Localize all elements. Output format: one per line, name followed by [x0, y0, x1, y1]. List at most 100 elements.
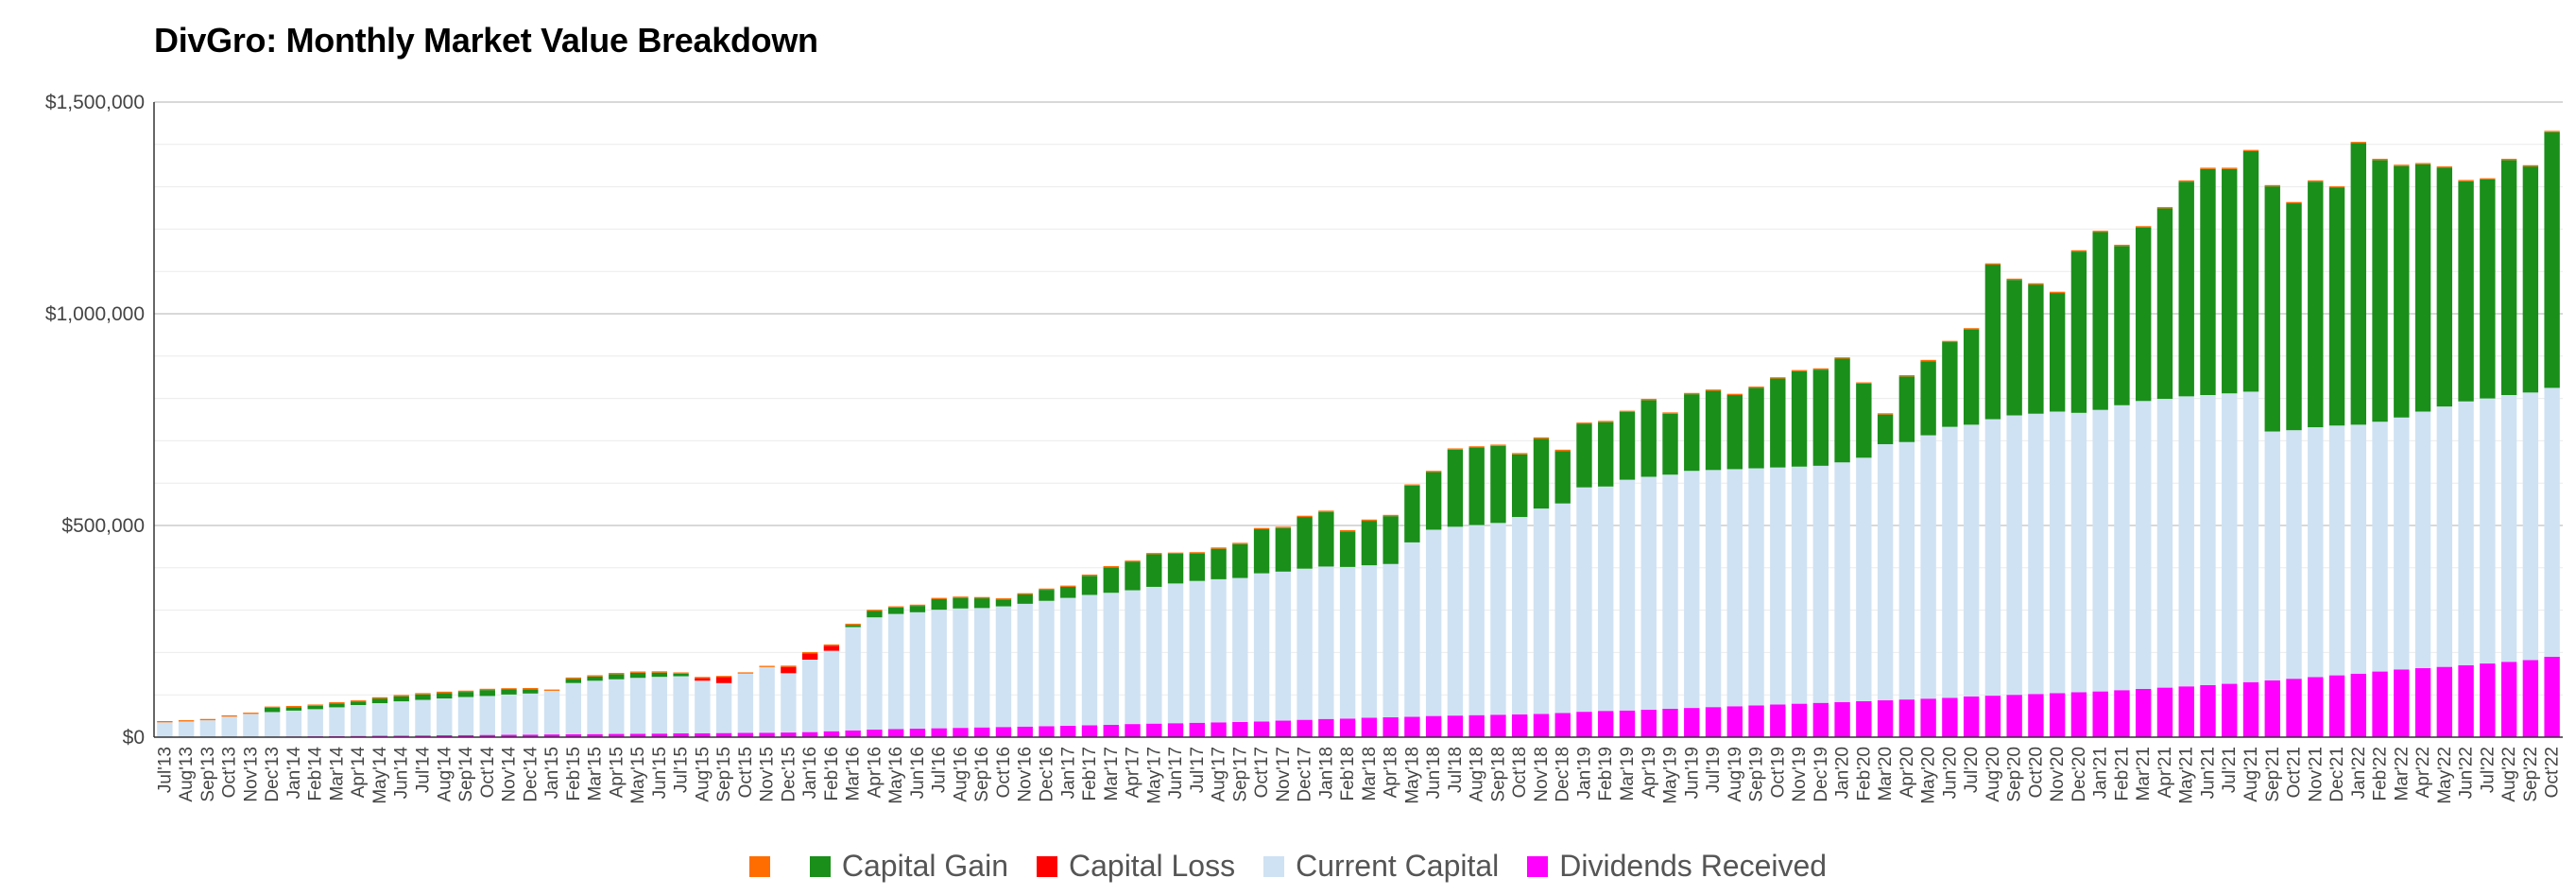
bar-segment-dividends-received[interactable]: [781, 732, 797, 737]
bar-segment-orange-series[interactable]: [1533, 437, 1550, 439]
bar-segment-dividends-received[interactable]: [801, 731, 818, 737]
bar-segment-current-capital[interactable]: [1060, 597, 1076, 726]
bar-segment-current-capital[interactable]: [157, 722, 173, 737]
bar-segment-capital-gain[interactable]: [1963, 329, 1980, 425]
bar-segment-dividends-received[interactable]: [974, 727, 990, 737]
bar-segment-capital-gain[interactable]: [2114, 246, 2130, 405]
bar-segment-current-capital[interactable]: [845, 627, 861, 731]
bar-segment-orange-series[interactable]: [221, 714, 237, 717]
bar-segment-dividends-received[interactable]: [995, 727, 1012, 737]
bar-segment-capital-gain[interactable]: [2049, 293, 2066, 412]
bar-segment-current-capital[interactable]: [931, 610, 947, 729]
bar-segment-capital-gain[interactable]: [264, 707, 281, 713]
bar-segment-current-capital[interactable]: [715, 682, 732, 733]
bar-segment-capital-gain[interactable]: [587, 676, 603, 681]
bar-segment-current-capital[interactable]: [2372, 422, 2388, 672]
bar-segment-dividends-received[interactable]: [1984, 696, 2001, 737]
bar-segment-current-capital[interactable]: [1770, 467, 1786, 705]
bar-segment-current-capital[interactable]: [1898, 441, 1915, 700]
bar-segment-orange-series[interactable]: [2394, 164, 2410, 166]
bar-segment-dividends-received[interactable]: [887, 729, 904, 737]
bar-segment-dividends-received[interactable]: [437, 734, 453, 737]
bar-segment-dividends-received[interactable]: [543, 734, 560, 737]
bar-segment-capital-gain[interactable]: [2092, 232, 2108, 410]
bar-segment-current-capital[interactable]: [1425, 529, 1442, 716]
bar-segment-orange-series[interactable]: [587, 675, 603, 677]
bar-segment-capital-gain[interactable]: [479, 690, 495, 697]
bar-segment-orange-series[interactable]: [2222, 167, 2238, 169]
bar-segment-orange-series[interactable]: [415, 693, 431, 695]
bar-segment-current-capital[interactable]: [651, 677, 668, 734]
bar-segment-capital-gain[interactable]: [1297, 517, 1313, 569]
bar-segment-orange-series[interactable]: [2522, 164, 2539, 167]
bar-segment-capital-gain[interactable]: [1834, 358, 1850, 463]
bar-segment-orange-series[interactable]: [953, 596, 969, 598]
bar-segment-current-capital[interactable]: [909, 611, 926, 730]
bar-segment-capital-gain[interactable]: [651, 672, 668, 678]
bar-segment-dividends-received[interactable]: [393, 735, 409, 737]
bar-segment-current-capital[interactable]: [587, 680, 603, 734]
bar-segment-current-capital[interactable]: [2500, 395, 2517, 663]
bar-segment-dividends-received[interactable]: [1512, 714, 1528, 737]
bar-segment-capital-loss[interactable]: [715, 677, 732, 683]
bar-segment-capital-gain[interactable]: [1791, 370, 1808, 467]
bar-segment-current-capital[interactable]: [2350, 424, 2366, 674]
bar-segment-current-capital[interactable]: [1619, 479, 1636, 711]
bar-segment-dividends-received[interactable]: [609, 733, 625, 737]
bar-segment-dividends-received[interactable]: [523, 734, 539, 737]
bar-segment-capital-gain[interactable]: [1125, 561, 1141, 591]
bar-segment-capital-gain[interactable]: [1060, 586, 1076, 598]
bar-segment-capital-gain[interactable]: [393, 696, 409, 702]
bar-segment-orange-series[interactable]: [1447, 448, 1464, 450]
bar-segment-capital-loss[interactable]: [823, 645, 840, 651]
bar-segment-capital-gain[interactable]: [1039, 590, 1055, 601]
bar-segment-orange-series[interactable]: [1812, 368, 1829, 370]
bar-segment-orange-series[interactable]: [2242, 149, 2259, 151]
bar-segment-orange-series[interactable]: [543, 689, 560, 691]
bar-segment-current-capital[interactable]: [1125, 590, 1141, 725]
bar-segment-dividends-received[interactable]: [2070, 692, 2087, 737]
bar-segment-capital-gain[interactable]: [329, 703, 345, 708]
bar-segment-capital-gain[interactable]: [1554, 451, 1571, 504]
bar-segment-orange-series[interactable]: [1984, 263, 2001, 266]
bar-segment-capital-gain[interactable]: [1984, 265, 2001, 420]
bar-segment-dividends-received[interactable]: [2544, 656, 2560, 737]
bar-segment-current-capital[interactable]: [1017, 603, 1033, 727]
bar-segment-current-capital[interactable]: [393, 701, 409, 736]
bar-segment-dividends-received[interactable]: [2049, 693, 2066, 737]
bar-segment-dividends-received[interactable]: [2308, 677, 2324, 737]
bar-segment-capital-gain[interactable]: [1640, 400, 1657, 477]
bar-segment-current-capital[interactable]: [1984, 419, 2001, 697]
bar-segment-dividends-received[interactable]: [2200, 684, 2216, 737]
bar-segment-dividends-received[interactable]: [931, 728, 947, 737]
bar-segment-dividends-received[interactable]: [2006, 695, 2022, 737]
bar-segment-current-capital[interactable]: [2028, 413, 2044, 695]
bar-segment-capital-gain[interactable]: [953, 597, 969, 609]
bar-segment-current-capital[interactable]: [1361, 565, 1378, 718]
bar-segment-orange-series[interactable]: [1382, 514, 1399, 517]
bar-segment-orange-series[interactable]: [1963, 328, 1980, 330]
bar-segment-current-capital[interactable]: [1211, 578, 1227, 723]
bar-segment-current-capital[interactable]: [565, 682, 581, 734]
bar-segment-dividends-received[interactable]: [2328, 675, 2345, 737]
bar-segment-dividends-received[interactable]: [715, 732, 732, 737]
bar-segment-capital-gain[interactable]: [2200, 168, 2216, 396]
bar-segment-current-capital[interactable]: [1167, 583, 1184, 724]
bar-segment-capital-gain[interactable]: [1404, 485, 1420, 542]
bar-segment-capital-loss[interactable]: [781, 666, 797, 674]
bar-segment-capital-gain[interactable]: [1705, 390, 1722, 471]
bar-segment-current-capital[interactable]: [415, 699, 431, 736]
bar-segment-capital-gain[interactable]: [1425, 472, 1442, 530]
bar-segment-current-capital[interactable]: [2200, 395, 2216, 685]
bar-segment-current-capital[interactable]: [1039, 600, 1055, 727]
bar-segment-orange-series[interactable]: [1232, 542, 1248, 544]
bar-segment-capital-gain[interactable]: [2544, 131, 2560, 388]
bar-segment-capital-gain[interactable]: [909, 606, 926, 612]
bar-segment-dividends-received[interactable]: [1877, 700, 1894, 737]
bar-segment-current-capital[interactable]: [457, 697, 474, 735]
bar-segment-capital-gain[interactable]: [2028, 284, 2044, 414]
bar-segment-capital-gain[interactable]: [1146, 554, 1162, 587]
bar-segment-dividends-received[interactable]: [415, 735, 431, 737]
bar-segment-current-capital[interactable]: [1468, 525, 1485, 715]
bar-segment-orange-series[interactable]: [995, 598, 1012, 600]
